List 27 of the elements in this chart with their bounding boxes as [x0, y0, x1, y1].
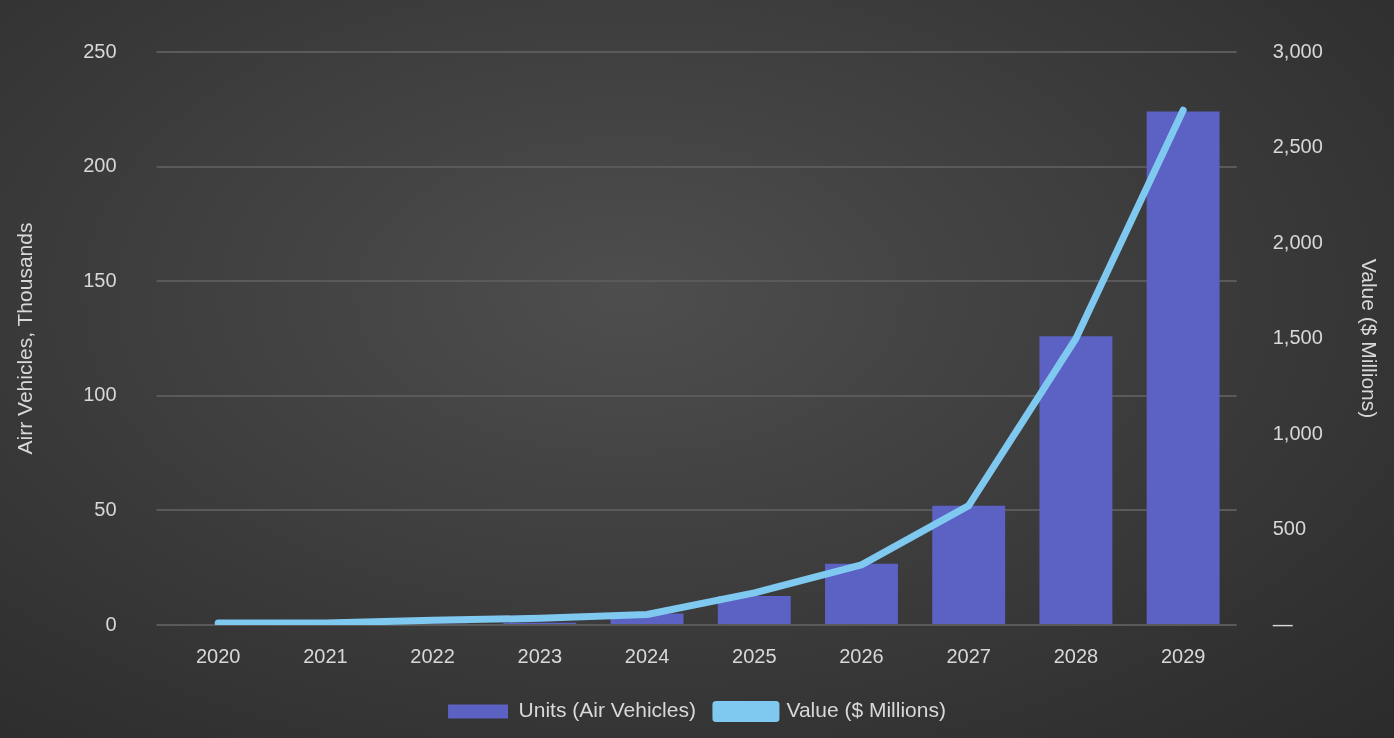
x-tick-label: 2025	[732, 644, 777, 667]
y-tick-label: 50	[94, 497, 117, 520]
x-tick-label: 2021	[303, 644, 348, 667]
x-tick-label: 2023	[517, 644, 563, 667]
x-tick-label: 2024	[624, 644, 670, 667]
y-tick-label: 200	[83, 154, 117, 177]
y-tick-label: 0	[105, 612, 117, 635]
x-tick-label: 2028	[1053, 644, 1099, 667]
y2-tick-label: 3,000	[1272, 39, 1323, 62]
y-tick-label: 250	[83, 39, 117, 62]
x-tick-label: 2026	[839, 644, 884, 667]
y2-tick-label: 2,000	[1272, 230, 1323, 253]
y2-tick-label: 500	[1272, 517, 1307, 540]
x-tick-label: 2022	[410, 644, 455, 667]
y-axis-title: Airr Vehicles, Thousands	[13, 222, 37, 455]
x-tick-label: 2029	[1160, 644, 1206, 667]
y2-tick-label: 1,000	[1272, 421, 1323, 444]
y2-axis-title: Value ($ Millions)	[1357, 258, 1381, 419]
x-tick-label: 2020	[195, 644, 241, 667]
y2-tick-label: 1,500	[1272, 326, 1323, 349]
y2-tick-label: 2,500	[1272, 135, 1323, 158]
legend-label: Units (Air Vehicles)	[518, 698, 696, 722]
x-tick-label: 2027	[946, 644, 991, 667]
y-tick-label: 100	[83, 383, 117, 406]
legend-label: Value ($ Millions)	[786, 698, 946, 722]
y-tick-label: 150	[83, 268, 117, 291]
y2-tick-label: —	[1272, 612, 1293, 635]
